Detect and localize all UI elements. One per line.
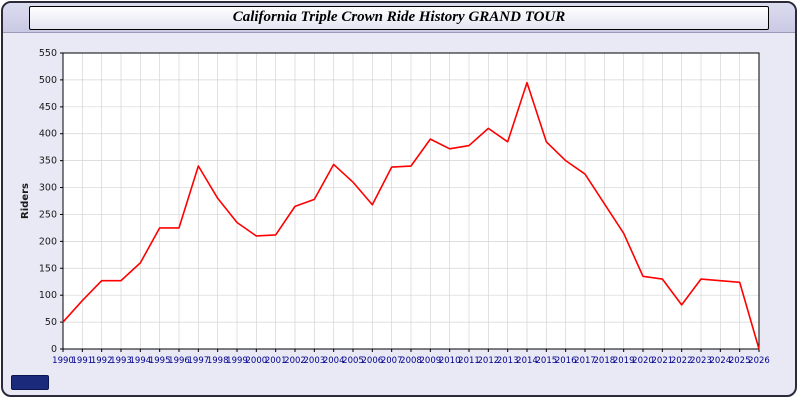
svg-text:1990: 1990 [52, 356, 74, 366]
svg-text:1999: 1999 [226, 356, 248, 366]
svg-text:1992: 1992 [91, 356, 113, 366]
line-chart: 0501001502002503003504004505005501990199… [20, 48, 770, 366]
svg-text:2017: 2017 [574, 356, 596, 366]
svg-text:2015: 2015 [536, 356, 558, 366]
svg-text:500: 500 [39, 75, 57, 86]
svg-text:400: 400 [39, 129, 57, 140]
svg-text:2024: 2024 [710, 356, 732, 366]
svg-text:2011: 2011 [458, 356, 480, 366]
svg-text:0: 0 [51, 344, 57, 355]
svg-text:1995: 1995 [149, 356, 171, 366]
x-axis-labels: 1990199119921993199419951996199719981999… [52, 349, 770, 366]
svg-text:150: 150 [39, 263, 57, 274]
svg-text:2009: 2009 [420, 356, 442, 366]
svg-text:450: 450 [39, 102, 57, 113]
svg-text:1994: 1994 [130, 356, 152, 366]
corner-badge [11, 375, 49, 390]
chart-region: 0 50 100 150 200 250 300 350 400 450 500 550 1990 199… [3, 33, 795, 383]
svg-text:1991: 1991 [72, 356, 94, 366]
svg-text:2001: 2001 [265, 356, 287, 366]
svg-text:2023: 2023 [690, 356, 712, 366]
svg-text:550: 550 [39, 48, 57, 59]
svg-text:300: 300 [39, 183, 57, 194]
svg-text:200: 200 [39, 236, 57, 247]
svg-text:350: 350 [39, 156, 57, 167]
page-title: California Triple Crown Ride History GRA… [29, 5, 769, 30]
svg-text:2010: 2010 [439, 356, 461, 366]
svg-text:2016: 2016 [555, 356, 577, 366]
svg-text:100: 100 [39, 290, 57, 301]
svg-text:2018: 2018 [594, 356, 616, 366]
svg-text:2020: 2020 [632, 356, 654, 366]
svg-text:2025: 2025 [729, 356, 751, 366]
svg-text:2000: 2000 [246, 356, 268, 366]
svg-text:2007: 2007 [381, 356, 403, 366]
title-bar: California Triple Crown Ride History GRA… [3, 3, 795, 33]
svg-text:2022: 2022 [671, 356, 693, 366]
svg-text:2005: 2005 [342, 356, 364, 366]
y-axis-labels: 0 50 100 150 200 250 300 350 400 450 500 550 [39, 48, 63, 355]
svg-text:1997: 1997 [188, 356, 210, 366]
svg-text:1993: 1993 [110, 356, 132, 366]
svg-text:2021: 2021 [652, 356, 674, 366]
svg-text:2002: 2002 [284, 356, 306, 366]
svg-text:1998: 1998 [207, 356, 229, 366]
svg-text:2026: 2026 [748, 356, 770, 366]
svg-text:2019: 2019 [613, 356, 635, 366]
svg-text:50: 50 [45, 317, 57, 328]
svg-text:2013: 2013 [497, 356, 519, 366]
grid-lines [62, 52, 760, 350]
series-line-riders [62, 81, 760, 350]
plot-border [62, 52, 760, 350]
svg-text:2008: 2008 [400, 356, 422, 366]
svg-text:2003: 2003 [304, 356, 326, 366]
y-axis-title: Riders [20, 183, 31, 219]
svg-text:2012: 2012 [478, 356, 500, 366]
svg-text:1996: 1996 [168, 356, 190, 366]
svg-text:2014: 2014 [516, 356, 538, 366]
svg-text:2004: 2004 [323, 356, 345, 366]
svg-text:250: 250 [39, 209, 57, 220]
svg-text:2006: 2006 [362, 356, 384, 366]
